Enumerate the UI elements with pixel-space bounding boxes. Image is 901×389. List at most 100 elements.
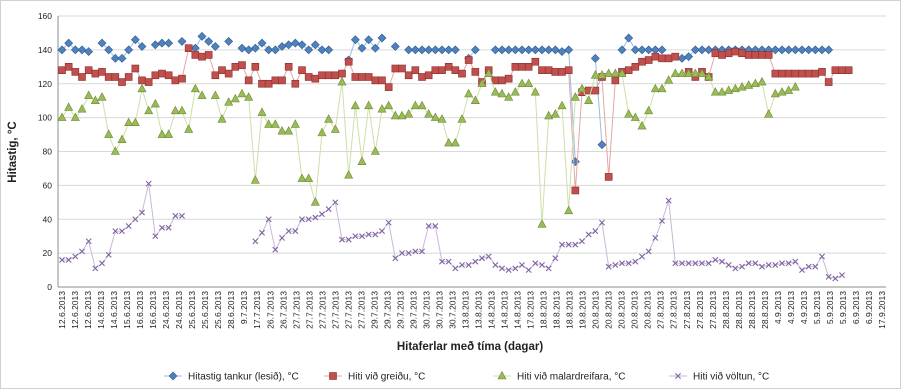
data-point	[764, 51, 773, 59]
data-point	[90, 95, 100, 104]
x-tick-label: 24.6.2013	[174, 291, 184, 329]
legend: Hitastig tankur (lesið), °C Hiti við grei…	[164, 371, 769, 383]
data-point	[57, 112, 67, 121]
data-point	[424, 45, 434, 55]
data-point	[204, 51, 213, 59]
data-point	[64, 102, 74, 111]
data-point	[151, 71, 160, 80]
data-point	[584, 95, 594, 104]
data-point	[777, 87, 787, 96]
x-tick-label: 27.7.2013	[343, 291, 353, 329]
data-point	[459, 261, 465, 268]
data-point	[252, 238, 259, 245]
data-point	[624, 66, 633, 74]
data-point	[78, 73, 86, 81]
x-tick-label: 18.8.2013	[539, 291, 549, 329]
data-point	[650, 83, 660, 93]
data-point	[511, 63, 520, 71]
data-point	[411, 66, 420, 74]
data-point	[304, 45, 314, 55]
data-point	[737, 82, 747, 91]
data-point	[124, 117, 134, 127]
data-point	[530, 45, 540, 55]
series-line	[61, 87, 203, 153]
x-tick-label: 5.9.2013	[825, 291, 835, 324]
data-point	[799, 267, 805, 274]
data-point	[272, 246, 279, 253]
y-axis-title: Hitastig, °C	[7, 121, 19, 182]
data-point	[704, 45, 714, 55]
data-point	[604, 173, 613, 181]
data-point	[792, 258, 799, 265]
data-point	[285, 228, 292, 235]
legend-marker	[329, 372, 337, 380]
data-point	[370, 43, 380, 53]
data-point	[177, 105, 187, 115]
data-point	[811, 69, 820, 78]
data-point	[310, 40, 320, 50]
data-point	[750, 78, 760, 88]
data-point	[125, 223, 132, 230]
data-point	[404, 71, 413, 80]
data-point	[770, 45, 780, 55]
x-tick-label: 17.8.2013	[526, 291, 536, 329]
data-point	[617, 68, 627, 77]
data-point	[718, 51, 726, 59]
data-point	[157, 129, 167, 138]
data-point	[178, 74, 186, 83]
data-point	[124, 45, 134, 55]
data-point	[684, 52, 694, 62]
data-point	[517, 78, 527, 88]
data-point	[179, 212, 185, 219]
data-point	[317, 45, 327, 55]
data-point	[639, 253, 645, 260]
x-tick-label: 15.6.2013	[122, 291, 132, 329]
data-point	[504, 45, 514, 55]
data-point	[111, 73, 120, 81]
x-tick-label: 29.7.2013	[369, 291, 379, 329]
data-point	[804, 45, 814, 55]
x-tick-label: 6.9.2013	[851, 291, 861, 324]
data-point	[432, 223, 439, 230]
x-tick-label: 14.8.2013	[500, 291, 510, 329]
legend-label: Hiti við greiðu, °C	[348, 371, 425, 383]
series-malar	[57, 68, 800, 228]
data-point	[510, 45, 520, 55]
data-point	[637, 45, 647, 55]
data-point	[844, 66, 853, 74]
data-point	[91, 69, 100, 78]
data-point	[284, 126, 294, 135]
data-point	[164, 129, 174, 138]
data-point	[410, 100, 420, 110]
data-point	[832, 275, 839, 282]
x-tick-label: 25.6.2013	[200, 291, 210, 329]
data-point	[805, 263, 812, 270]
data-point	[399, 250, 405, 257]
data-point	[777, 45, 787, 55]
data-point	[332, 199, 339, 206]
y-axis-ticks: 0 20 40 60 80 100 120 140 160	[38, 11, 52, 292]
x-tick-label: 28.8.2013	[734, 291, 744, 329]
data-point	[812, 263, 819, 270]
data-point	[290, 38, 300, 48]
data-point	[230, 93, 240, 103]
data-point	[431, 66, 440, 74]
data-point	[304, 173, 314, 182]
data-point	[392, 255, 399, 262]
data-point	[139, 209, 145, 216]
x-tick-label: 5.9.2013	[812, 291, 822, 324]
data-point	[424, 71, 433, 80]
y-tick-label: 160	[38, 11, 52, 21]
y-tick-label: 140	[38, 45, 52, 55]
data-point	[251, 63, 260, 71]
data-point	[657, 45, 667, 55]
data-point	[690, 68, 700, 77]
y-tick-label: 0	[47, 282, 52, 292]
data-point	[739, 263, 745, 270]
data-point	[724, 49, 733, 58]
x-tick-label: 20.8.2013	[630, 291, 640, 329]
data-point	[725, 261, 732, 268]
y-tick-label: 20	[43, 248, 53, 258]
data-point	[197, 90, 207, 99]
data-point	[312, 214, 319, 221]
